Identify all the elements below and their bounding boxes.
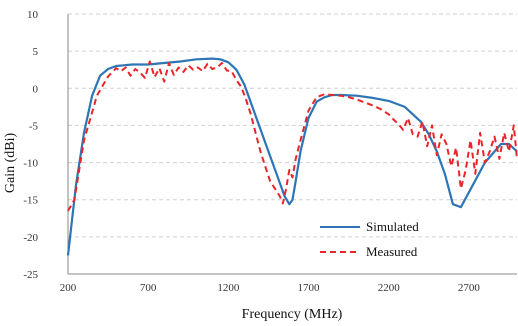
tick-labels: 10 5 0 -5 -10 -15 -20 -25 200 700 1200 1700 2200 2700 bbox=[23, 9, 480, 294]
series-line-simulated bbox=[66, 57, 518, 256]
y-tick-label: -15 bbox=[23, 195, 38, 207]
x-axis-title: Frequency (MHz) bbox=[242, 307, 343, 322]
axes bbox=[67, 14, 517, 275]
y-tick-label: -5 bbox=[29, 120, 39, 132]
x-tick-label: 1200 bbox=[217, 282, 240, 294]
y-tick-label: -10 bbox=[23, 158, 38, 170]
y-tick-label: 0 bbox=[33, 83, 39, 95]
y-tick-label: 5 bbox=[33, 46, 39, 58]
y-axis-title: Gain (dBi) bbox=[3, 133, 18, 194]
y-tick-label: -20 bbox=[23, 232, 38, 244]
x-tick-label: 2700 bbox=[458, 282, 481, 294]
y-tick-label: -25 bbox=[23, 269, 38, 281]
y-tick-label: 10 bbox=[27, 9, 39, 21]
legend-label-simulated: Simulated bbox=[366, 219, 419, 234]
x-tick-label: 1700 bbox=[298, 282, 321, 294]
legend: Simulated Measured bbox=[320, 219, 419, 259]
x-tick-label: 700 bbox=[140, 282, 157, 294]
legend-label-measured: Measured bbox=[366, 244, 418, 259]
series-lines bbox=[66, 57, 518, 256]
series-line-measured bbox=[67, 60, 518, 212]
grid-lines bbox=[68, 13, 517, 238]
x-tick-label: 200 bbox=[60, 282, 77, 294]
x-tick-label: 2200 bbox=[378, 282, 401, 294]
